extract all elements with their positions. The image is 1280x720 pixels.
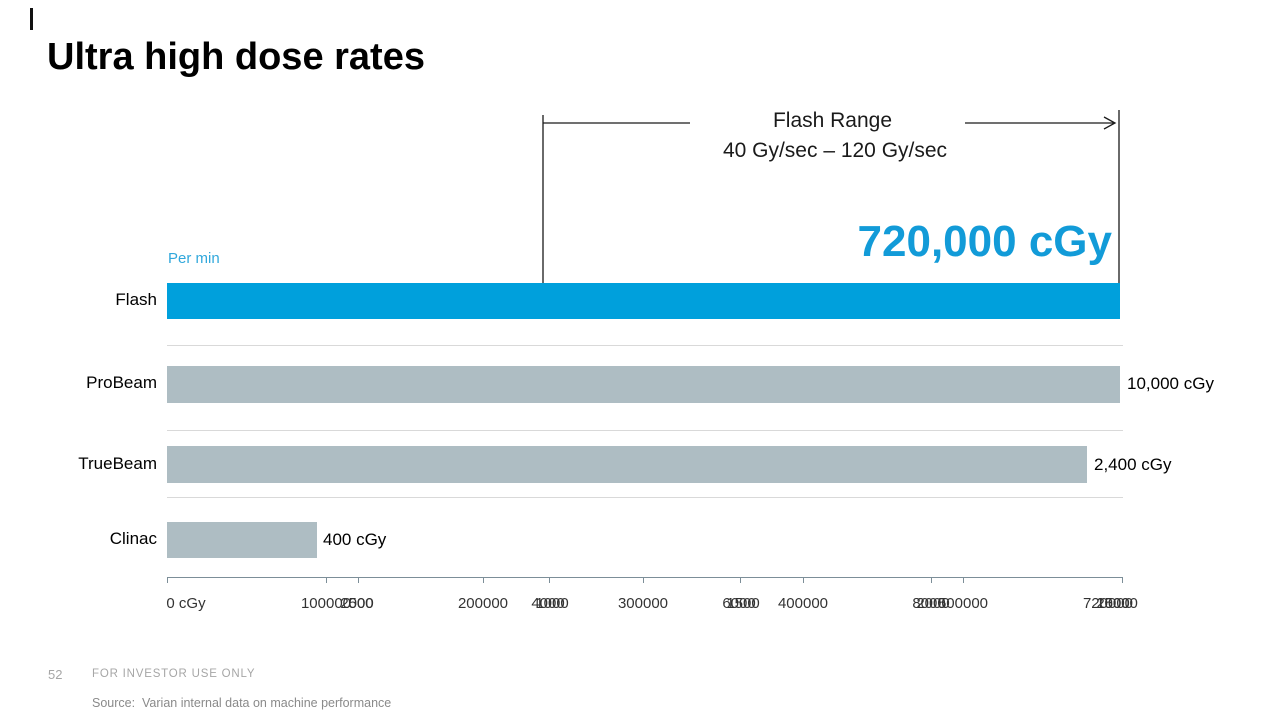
x-axis-tick [803, 577, 804, 583]
x-axis-tick [358, 577, 359, 583]
x-axis-tick-label: 500 [348, 595, 374, 612]
category-label-flash: Flash [115, 290, 157, 309]
x-axis-line [167, 577, 1123, 578]
x-axis-tick [549, 577, 550, 583]
x-axis-tick-label: 200000 [457, 595, 509, 612]
row-separator [167, 345, 1123, 346]
value-label-truebeam: 2,400 cGy [1094, 455, 1172, 474]
slide-title: Ultra high dose rates [47, 36, 425, 78]
flash-range-bracket [542, 110, 1120, 285]
category-label-clinac: Clinac [109, 529, 157, 548]
x-axis-tick [740, 577, 741, 583]
x-axis-tick [167, 577, 168, 583]
x-axis-tick-label: 100000 [300, 595, 352, 612]
x-axis-tick [643, 577, 644, 583]
x-axis-tick-label: 10000 [1096, 595, 1138, 612]
value-label-probeam: 10,000 cGy [1127, 374, 1214, 393]
x-axis-tick [963, 577, 964, 583]
per-min-label: Per min [168, 250, 220, 267]
row-separator [167, 497, 1123, 498]
x-axis-tick-label: 2500 [1096, 595, 1130, 612]
page-number: 52 [48, 667, 63, 682]
x-axis-tick-label: 4000 [531, 595, 565, 612]
classification-label: FOR INVESTOR USE ONLY [92, 668, 256, 680]
bar-flash [167, 283, 1120, 319]
x-axis-tick-label: 720000 [1082, 595, 1134, 612]
bar-clinac [167, 522, 317, 558]
bar-truebeam [167, 446, 1087, 483]
flash-range-values: 40 Gy/sec – 120 Gy/sec [722, 139, 948, 162]
x-axis-tick-label: 1500 [726, 595, 760, 612]
flash-dose-value: 720,000 cGy [857, 217, 1112, 266]
source-note: Source: Varian internal data on machine … [92, 696, 392, 710]
category-label-probeam: ProBeam [86, 373, 157, 392]
arrow-right-icon [1103, 116, 1117, 130]
bar-probeam [167, 366, 1120, 403]
x-axis-tick-label: 0 cGy [166, 595, 206, 612]
x-axis-tick [931, 577, 932, 583]
x-axis-tick-label: 2000 [340, 595, 374, 612]
x-axis-tick-label: 400000 [777, 595, 829, 612]
x-axis-tick-label: 6000 [722, 595, 756, 612]
category-label-truebeam: TrueBeam [78, 454, 157, 473]
flash-range-title: Flash Range [772, 109, 893, 132]
x-axis-tick-label: 8000 [912, 595, 946, 612]
x-axis-tick [1122, 577, 1123, 583]
row-separator [167, 430, 1123, 431]
x-axis-tick-label: 1000 [535, 595, 569, 612]
x-axis-tick [483, 577, 484, 583]
slide-edge-mark [30, 8, 33, 30]
x-axis-tick-label: 500000 [937, 595, 989, 612]
x-axis-tick-label: 2000 [916, 595, 950, 612]
x-axis-tick [326, 577, 327, 583]
x-axis-tick-label: 300000 [617, 595, 669, 612]
value-label-clinac: 400 cGy [323, 530, 387, 549]
